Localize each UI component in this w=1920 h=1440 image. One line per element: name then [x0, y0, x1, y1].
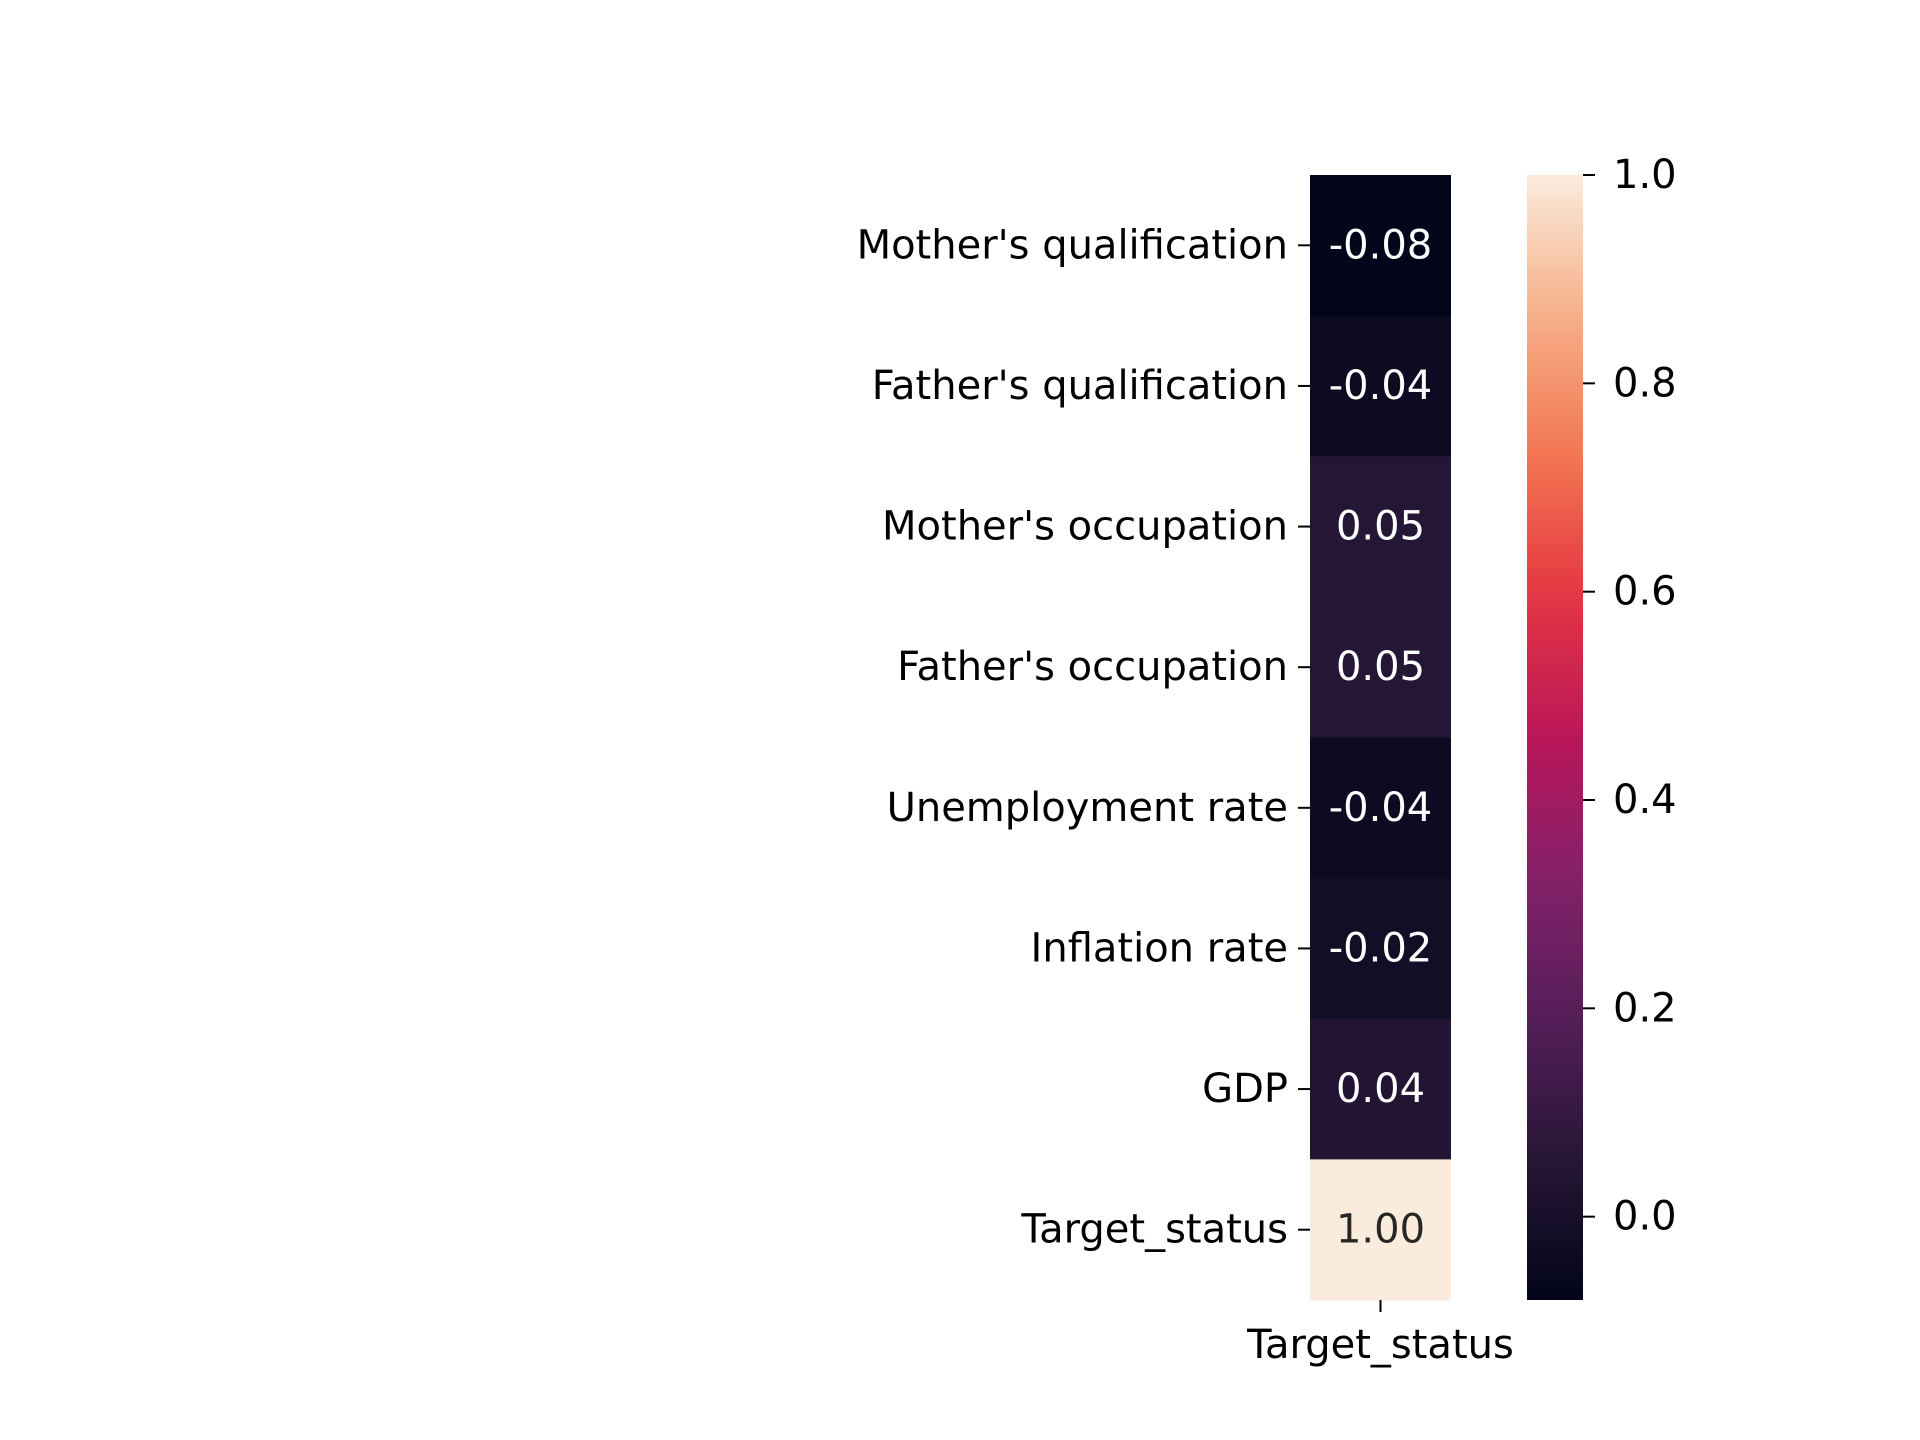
row-tick-labels: Mother's qualification Father's qualifica…	[857, 222, 1310, 1253]
colorbar: 0.0 0.2 0.4 0.6 0.8 1.0	[1527, 152, 1677, 1300]
row-tick-label: Inflation rate	[1031, 925, 1288, 971]
heatmap-cells: -0.08 -0.04 0.05 0.05 -0.04 -0.02 0.04 1.00	[1310, 175, 1451, 1301]
cell-value-label: 0.05	[1336, 504, 1425, 550]
heatmap-cell	[1310, 1018, 1451, 1160]
colorbar-tick-label: 0.8	[1613, 360, 1677, 406]
colorbar-tick-label: 0.4	[1613, 777, 1677, 823]
heatmap-cell	[1310, 315, 1451, 457]
colorbar-tick-label: 0.2	[1613, 985, 1677, 1031]
heatmap-cell	[1310, 456, 1451, 598]
heatmap-cell	[1310, 596, 1451, 738]
heatmap-cell	[1310, 878, 1451, 1020]
row-tick-label: Unemployment rate	[887, 785, 1288, 831]
cell-value-label: 0.04	[1336, 1066, 1425, 1112]
row-tick-label: Mother's occupation	[882, 504, 1288, 550]
colorbar-gradient	[1527, 175, 1583, 1300]
row-tick-label: Father's qualification	[872, 363, 1288, 409]
colorbar-tick-label: 1.0	[1613, 152, 1677, 198]
row-tick-label: GDP	[1202, 1066, 1288, 1112]
cell-value-label: 1.00	[1336, 1207, 1425, 1253]
colorbar-tick-label: 0.0	[1613, 1194, 1677, 1240]
heatmap-cell	[1310, 737, 1451, 879]
cell-value-label: -0.08	[1329, 222, 1433, 268]
heatmap-cell	[1310, 175, 1451, 317]
colorbar-tick-label: 0.6	[1613, 569, 1677, 615]
cell-value-label: -0.04	[1329, 785, 1433, 831]
cell-value-label: 0.05	[1336, 644, 1425, 690]
heatmap-cell	[1310, 1159, 1451, 1301]
cell-value-label: -0.02	[1329, 925, 1433, 971]
row-tick-label: Target_status	[1020, 1207, 1288, 1253]
cell-value-label: -0.04	[1329, 363, 1433, 409]
row-tick-label: Mother's qualification	[857, 222, 1288, 268]
column-tick-label: Target_status	[1246, 1322, 1514, 1368]
column-tick-labels: Target_status	[1246, 1300, 1514, 1368]
row-tick-label: Father's occupation	[897, 644, 1288, 690]
